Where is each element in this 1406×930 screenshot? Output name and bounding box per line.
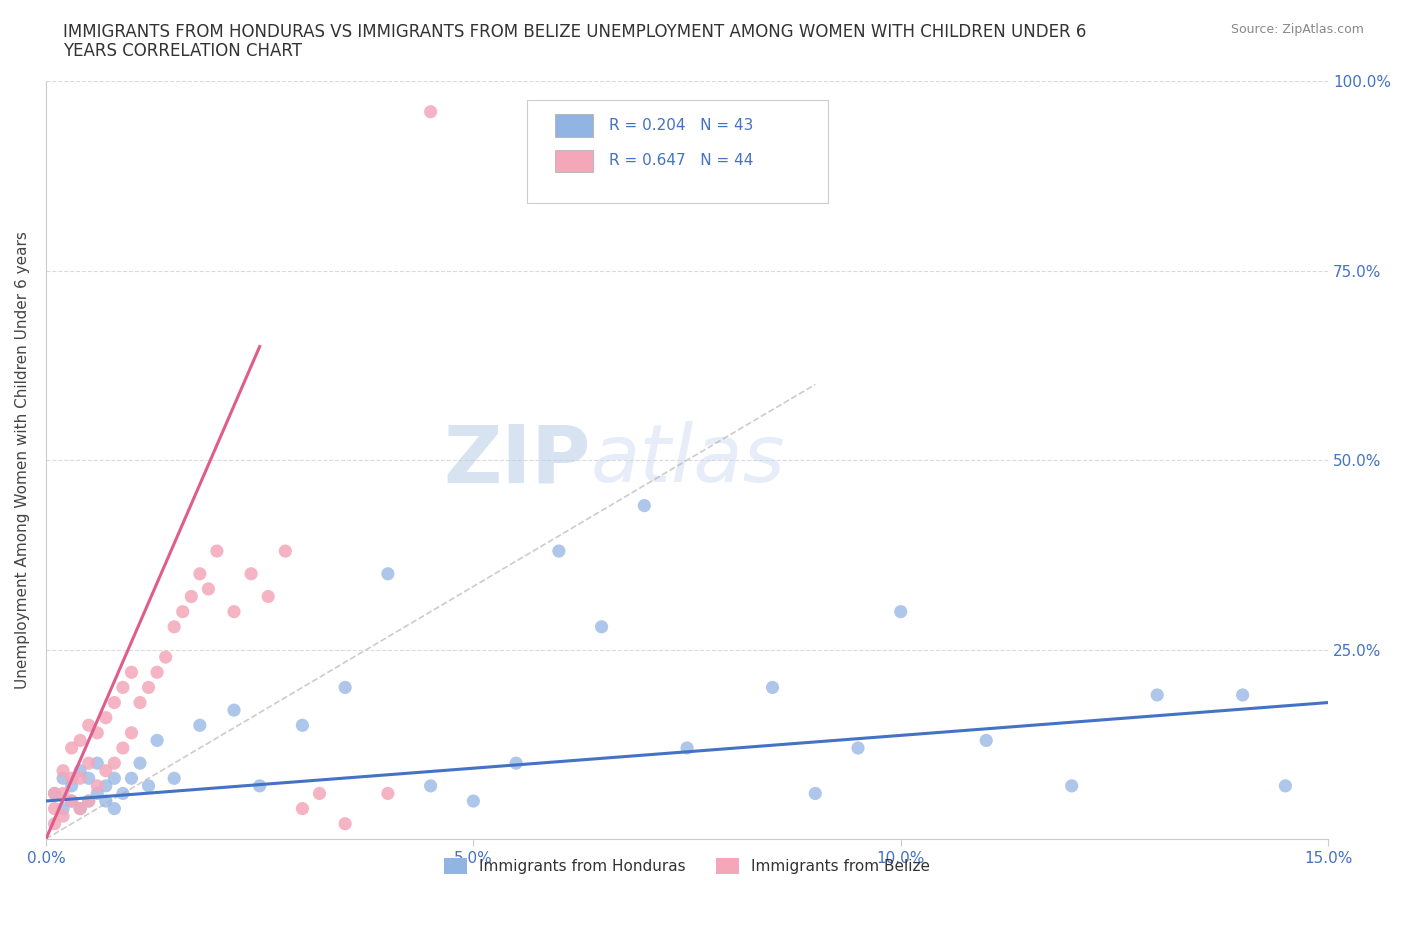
Point [172, 604, 194, 619]
Point [377, 786, 399, 801]
Point [333, 817, 356, 831]
Point [419, 104, 441, 119]
Point [146, 733, 169, 748]
Point [974, 733, 997, 748]
Point [103, 756, 125, 771]
Point [333, 680, 356, 695]
Point [1274, 778, 1296, 793]
Point [60, 793, 83, 808]
Text: Source: ZipAtlas.com: Source: ZipAtlas.com [1230, 23, 1364, 36]
Point [60, 740, 83, 755]
Point [163, 619, 186, 634]
Point [94, 764, 117, 778]
Point [44, 786, 66, 801]
Point [505, 756, 527, 771]
Text: R = 0.647   N = 44: R = 0.647 N = 44 [609, 153, 754, 168]
Point [69, 771, 91, 786]
Text: ZIP: ZIP [444, 421, 591, 499]
FancyBboxPatch shape [527, 100, 828, 203]
Point [890, 604, 912, 619]
Bar [555, 150, 593, 172]
Point [52, 786, 75, 801]
Point [274, 544, 297, 559]
Point [86, 756, 108, 771]
Text: atlas: atlas [591, 421, 786, 499]
Point [111, 786, 134, 801]
Point [52, 801, 75, 816]
Point [52, 771, 75, 786]
Point [94, 793, 117, 808]
Point [547, 544, 569, 559]
Point [69, 801, 91, 816]
Point [129, 756, 152, 771]
Point [846, 740, 869, 755]
Point [120, 665, 142, 680]
Point [77, 718, 100, 733]
Bar [555, 114, 593, 137]
Point [222, 703, 245, 718]
Point [44, 817, 66, 831]
Point [94, 711, 117, 725]
Point [77, 771, 100, 786]
Point [120, 725, 142, 740]
Point [291, 801, 314, 816]
Text: R = 0.204   N = 43: R = 0.204 N = 43 [609, 118, 754, 133]
Point [188, 718, 211, 733]
Point [591, 619, 613, 634]
Point [633, 498, 655, 513]
Point [257, 589, 280, 604]
Point [155, 650, 177, 665]
Point [804, 786, 827, 801]
Point [308, 786, 330, 801]
Point [205, 544, 228, 559]
Point [69, 764, 91, 778]
Point [146, 665, 169, 680]
Point [52, 809, 75, 824]
Legend: Immigrants from Honduras, Immigrants from Belize: Immigrants from Honduras, Immigrants fro… [437, 852, 936, 881]
Point [676, 740, 699, 755]
Point [291, 718, 314, 733]
Point [69, 801, 91, 816]
Point [120, 771, 142, 786]
Point [129, 695, 152, 710]
Point [77, 793, 100, 808]
Point [94, 778, 117, 793]
Point [222, 604, 245, 619]
Point [1232, 687, 1254, 702]
Y-axis label: Unemployment Among Women with Children Under 6 years: Unemployment Among Women with Children U… [15, 232, 30, 689]
Point [77, 793, 100, 808]
Point [1146, 687, 1168, 702]
Point [188, 566, 211, 581]
Point [103, 695, 125, 710]
Point [463, 793, 485, 808]
Point [197, 581, 219, 596]
Point [111, 680, 134, 695]
Point [377, 566, 399, 581]
Point [163, 771, 186, 786]
Point [86, 786, 108, 801]
Point [86, 725, 108, 740]
Point [111, 740, 134, 755]
Point [103, 801, 125, 816]
Point [60, 793, 83, 808]
Point [77, 756, 100, 771]
Point [138, 680, 160, 695]
Point [44, 786, 66, 801]
Point [419, 778, 441, 793]
Point [761, 680, 783, 695]
Point [44, 801, 66, 816]
Point [69, 733, 91, 748]
Point [249, 778, 271, 793]
Point [103, 771, 125, 786]
Point [240, 566, 263, 581]
Text: YEARS CORRELATION CHART: YEARS CORRELATION CHART [63, 42, 302, 60]
Text: IMMIGRANTS FROM HONDURAS VS IMMIGRANTS FROM BELIZE UNEMPLOYMENT AMONG WOMEN WITH: IMMIGRANTS FROM HONDURAS VS IMMIGRANTS F… [63, 23, 1087, 41]
Point [180, 589, 202, 604]
Point [60, 778, 83, 793]
Point [138, 778, 160, 793]
Point [60, 771, 83, 786]
Point [1060, 778, 1083, 793]
Point [52, 764, 75, 778]
Point [86, 778, 108, 793]
